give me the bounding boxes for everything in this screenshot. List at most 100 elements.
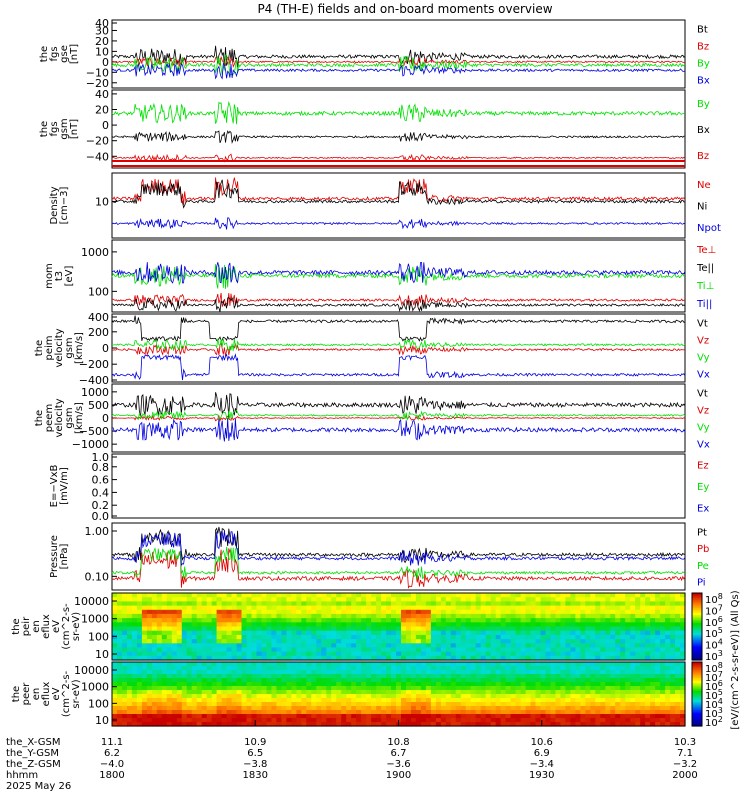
spectrogram-cell bbox=[540, 678, 547, 683]
spectrogram-cell bbox=[141, 670, 148, 675]
spectrogram-cell bbox=[470, 702, 477, 707]
spectrogram-cell bbox=[600, 651, 606, 657]
spectrogram-cell bbox=[640, 609, 646, 615]
spectrogram-cell bbox=[570, 618, 576, 623]
spectrogram-cell bbox=[625, 694, 631, 699]
spectrogram-cell bbox=[266, 722, 273, 727]
spectrogram-cell bbox=[455, 613, 462, 619]
spectrogram-cell bbox=[490, 613, 497, 619]
spectrogram-cell bbox=[221, 651, 228, 657]
spectrogram-cell bbox=[311, 622, 317, 628]
spectrogram-cell bbox=[445, 626, 452, 632]
spectrogram-cell bbox=[595, 655, 601, 661]
spectrogram-cell bbox=[620, 670, 626, 675]
spectrogram-cell bbox=[206, 626, 213, 632]
spectrogram-cell bbox=[650, 622, 656, 628]
spectrogram-cell bbox=[635, 630, 641, 636]
y-label-line: eV bbox=[51, 620, 62, 633]
spectrogram-cell bbox=[136, 630, 143, 636]
y-tick-label: 0.4 bbox=[92, 486, 110, 499]
spectrogram-cell bbox=[580, 682, 586, 687]
spectrogram-cell bbox=[311, 702, 317, 707]
spectrogram-cell bbox=[420, 718, 427, 723]
spectrogram-cell bbox=[231, 690, 238, 695]
spectrogram-cell bbox=[231, 694, 238, 699]
spectrogram-cell bbox=[226, 722, 233, 727]
spectrogram-cell bbox=[465, 597, 472, 602]
spectrogram-cell bbox=[181, 666, 188, 671]
spectrogram-cell bbox=[425, 655, 432, 661]
spectrogram-cell bbox=[605, 605, 611, 611]
spectrogram-cell bbox=[112, 666, 118, 671]
spectrogram-cell bbox=[595, 698, 601, 703]
spectrogram-cell bbox=[391, 686, 397, 691]
series-By bbox=[111, 54, 686, 76]
spectrogram-cell bbox=[261, 622, 268, 628]
spectrogram-cell bbox=[575, 613, 581, 619]
spectrogram-cell bbox=[122, 714, 128, 719]
spectrogram-cell bbox=[406, 682, 412, 687]
spectrogram-cell bbox=[490, 618, 497, 623]
spectrogram-cell bbox=[216, 710, 223, 715]
spectrogram-cell bbox=[356, 678, 362, 683]
spectrogram-cell bbox=[256, 670, 263, 675]
y-tick-label: 1.0 bbox=[92, 451, 110, 464]
spectrogram-cell bbox=[590, 710, 596, 715]
colorbar-step bbox=[692, 690, 702, 693]
spectrogram-cell bbox=[161, 694, 168, 699]
spectrogram-cell bbox=[525, 593, 532, 598]
y-tick-label: 1.00 bbox=[85, 525, 110, 538]
spectrogram-cell bbox=[406, 686, 412, 691]
spectrogram-cell bbox=[391, 634, 397, 640]
spectrogram-cell bbox=[445, 686, 452, 691]
spectrogram-cell bbox=[635, 710, 641, 715]
spectrogram-cell bbox=[221, 690, 228, 695]
spectrogram-cell bbox=[196, 639, 203, 644]
spectrogram-cell bbox=[301, 618, 307, 623]
spectrogram-cell bbox=[675, 706, 681, 711]
spectrogram-cell bbox=[261, 694, 268, 699]
spectrogram-cell bbox=[371, 694, 377, 699]
spectrogram-cell bbox=[610, 718, 616, 723]
spectrogram-cell bbox=[171, 670, 178, 675]
spectrogram-cell bbox=[266, 718, 273, 723]
spectrogram-cell bbox=[161, 682, 168, 687]
spectrogram-cell bbox=[396, 678, 402, 683]
spectrogram-cell bbox=[126, 651, 133, 657]
colorbar-step bbox=[692, 654, 702, 658]
spectrogram-cell bbox=[186, 678, 193, 683]
spectrogram-cell bbox=[331, 597, 337, 602]
spectrogram-cell bbox=[540, 601, 547, 607]
spectrogram-cell bbox=[351, 702, 357, 707]
spectrogram-cell bbox=[560, 643, 566, 649]
spectrogram-cell bbox=[331, 593, 337, 598]
spectrogram-cell bbox=[381, 605, 387, 611]
spectrogram-cell bbox=[151, 718, 158, 723]
spectrogram-cell bbox=[236, 634, 243, 640]
spectrogram-cell bbox=[391, 626, 397, 632]
spectrogram-cell bbox=[231, 609, 238, 615]
spectrogram-cell bbox=[196, 698, 203, 703]
spectrogram-cell bbox=[346, 639, 352, 644]
y-tick-label: 100 bbox=[88, 630, 109, 643]
spectrogram-cell bbox=[470, 647, 477, 653]
spectrogram-cell bbox=[276, 714, 282, 719]
spectrogram-cell bbox=[460, 597, 467, 602]
spectrogram-cell bbox=[645, 593, 651, 598]
spectrogram-cell bbox=[675, 618, 681, 623]
colorbar-label-text: [eV/(cm^2-s-sr-eV)] (All Qs) bbox=[730, 590, 741, 729]
spectrogram-cell bbox=[216, 622, 223, 628]
spectrogram-cell bbox=[406, 678, 412, 683]
spectrogram-cell bbox=[321, 613, 327, 619]
spectrogram-cell bbox=[570, 662, 576, 667]
spectrogram-cell bbox=[560, 651, 566, 657]
spectrogram-cell bbox=[271, 686, 277, 691]
spectrogram-cell bbox=[276, 722, 282, 727]
spectrogram-cell bbox=[660, 718, 666, 723]
x-row-value: −3.2 bbox=[673, 759, 697, 770]
spectrogram-cell bbox=[575, 666, 581, 671]
spectrogram-cell bbox=[625, 655, 631, 661]
spectrogram-cell bbox=[331, 722, 337, 727]
spectrogram-cell bbox=[221, 662, 228, 667]
